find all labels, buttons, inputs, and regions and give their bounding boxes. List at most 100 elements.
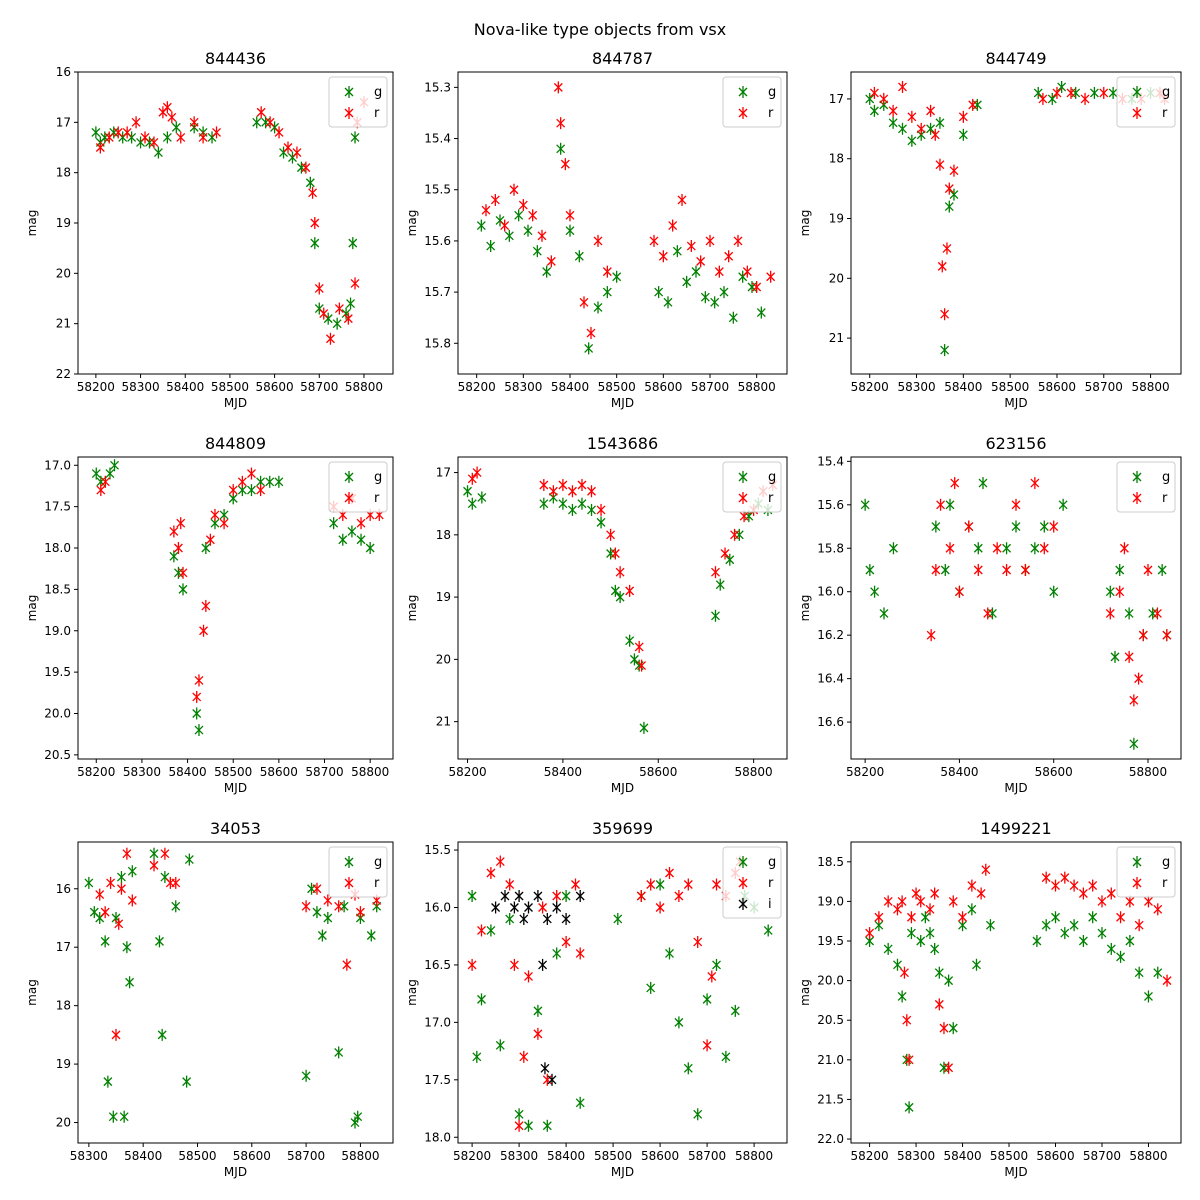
- marker-stroke: [178, 568, 188, 578]
- x-tick-label: 58600: [1035, 765, 1073, 779]
- marker-stroke: [907, 136, 917, 146]
- marker-stroke: [491, 903, 501, 912]
- marker-stroke: [763, 926, 773, 935]
- marker-stroke: [176, 518, 186, 528]
- data-point-r: [556, 117, 566, 130]
- marker-stroke: [205, 535, 215, 545]
- x-tick-label: 58600: [256, 380, 294, 394]
- data-point-r: [752, 280, 762, 293]
- marker-stroke: [874, 920, 884, 930]
- data-point-r: [314, 282, 324, 295]
- marker-stroke: [353, 1112, 363, 1122]
- data-point-r: [567, 485, 577, 498]
- marker-stroke: [1138, 630, 1148, 640]
- marker-stroke: [973, 543, 983, 553]
- marker-stroke: [712, 880, 721, 889]
- marker-stroke: [931, 522, 941, 531]
- data-point-g: [1041, 919, 1051, 932]
- marker-stroke: [538, 960, 548, 970]
- marker-stroke: [916, 896, 926, 906]
- data-point-g: [486, 924, 496, 937]
- marker-stroke: [707, 971, 717, 981]
- data-point-g: [1129, 737, 1139, 750]
- marker-stroke: [682, 277, 692, 287]
- marker-stroke: [1143, 565, 1153, 575]
- data-point-g: [169, 550, 179, 563]
- marker-stroke: [1124, 608, 1134, 618]
- data-point-r: [553, 81, 563, 94]
- data-point-r: [702, 1039, 712, 1052]
- y-tick-label: 17.0: [44, 458, 71, 472]
- x-tick-label: 58700: [691, 380, 729, 394]
- legend-label: g: [768, 85, 776, 100]
- marker-stroke: [985, 920, 995, 930]
- data-point-g: [103, 1075, 113, 1088]
- data-point-g: [665, 947, 674, 960]
- marker-stroke: [1152, 608, 1162, 618]
- marker-stroke: [586, 328, 596, 338]
- data-point-g: [972, 98, 982, 111]
- marker-stroke: [219, 510, 229, 520]
- marker-stroke: [104, 132, 114, 142]
- marker-stroke: [926, 124, 936, 134]
- marker-stroke: [256, 477, 266, 487]
- marker-stroke: [981, 865, 991, 875]
- legend-box: [1116, 76, 1176, 128]
- marker-stroke: [481, 205, 491, 215]
- marker-stroke: [931, 565, 941, 575]
- marker-stroke: [176, 132, 186, 142]
- legend-box: [1116, 461, 1176, 513]
- data-point-i: [575, 889, 585, 902]
- data-point-g: [556, 142, 566, 155]
- y-tick-label: 17: [829, 92, 844, 106]
- marker-stroke: [171, 122, 181, 132]
- data-point-r: [1134, 672, 1144, 685]
- data-point-g: [192, 707, 202, 720]
- data-point-g: [353, 1110, 363, 1123]
- data-point-r: [247, 467, 256, 480]
- data-point-g: [973, 542, 983, 555]
- data-point-r: [575, 947, 585, 960]
- marker-stroke: [157, 1030, 167, 1040]
- data-point-g: [346, 297, 356, 310]
- marker-stroke: [949, 166, 959, 176]
- marker-stroke: [705, 236, 715, 246]
- marker-stroke: [1105, 587, 1115, 597]
- data-point-r: [256, 106, 266, 119]
- data-point-r: [312, 882, 322, 895]
- marker-stroke: [210, 518, 220, 528]
- data-point-r: [1105, 607, 1115, 620]
- data-point-r: [944, 1061, 954, 1074]
- axes-frame: [850, 841, 1182, 1144]
- marker-stroke: [1047, 94, 1057, 104]
- marker-stroke: [725, 555, 735, 565]
- data-point-g: [100, 935, 110, 948]
- data-point-i: [509, 901, 519, 914]
- marker-stroke: [625, 636, 635, 646]
- data-point-g: [201, 542, 211, 555]
- data-point-g: [987, 607, 997, 620]
- data-point-g: [763, 924, 773, 937]
- data-point-r: [587, 485, 596, 498]
- data-point-g: [162, 131, 172, 144]
- data-point-g: [1108, 86, 1118, 99]
- data-point-g: [565, 224, 575, 237]
- data-point-r: [1099, 86, 1109, 99]
- x-tick-label: 58800: [735, 1149, 773, 1163]
- data-point-r: [899, 966, 909, 979]
- marker-stroke: [467, 474, 477, 484]
- x-tick-label: 58500: [594, 1149, 632, 1163]
- data-point-g: [945, 498, 955, 511]
- legend-label: r: [374, 106, 380, 121]
- marker-stroke: [1069, 920, 1079, 930]
- data-point-g: [587, 503, 596, 516]
- marker-stroke: [567, 486, 577, 496]
- marker-stroke: [558, 480, 568, 490]
- data-point-g: [89, 906, 99, 919]
- legend-label: g: [374, 85, 382, 100]
- data-point-g: [110, 459, 119, 472]
- data-point-g: [655, 878, 665, 891]
- marker-stroke: [1124, 652, 1134, 662]
- marker-stroke: [194, 725, 204, 735]
- data-point-g: [926, 122, 936, 135]
